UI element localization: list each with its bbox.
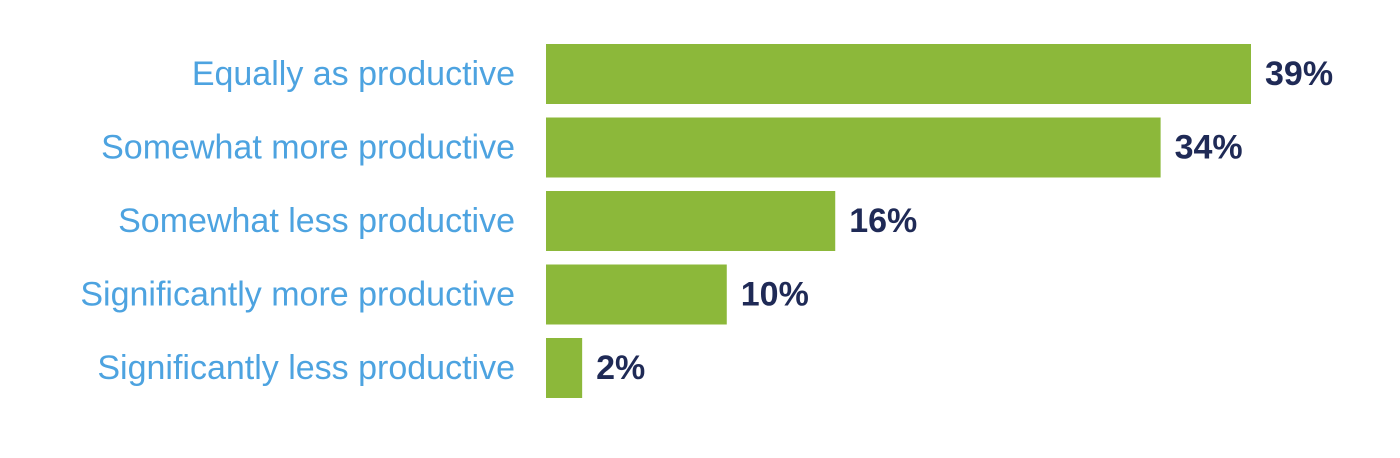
- value-label-2: 34%: [1175, 129, 1243, 167]
- value-label-4: 10%: [741, 276, 809, 314]
- value-labels-group: 39% 34% 16% 10% 2%: [596, 55, 1333, 387]
- category-label-3: Somewhat less productive: [118, 202, 515, 240]
- category-label-2: Somewhat more productive: [101, 129, 515, 167]
- bar-3: [546, 191, 836, 251]
- value-label-1: 39%: [1265, 55, 1333, 93]
- value-label-3: 16%: [849, 202, 917, 240]
- bar-4: [546, 264, 727, 325]
- bar-5: [546, 338, 583, 398]
- category-labels-group: Equally as productive Somewhat more produ…: [80, 55, 515, 387]
- category-label-5: Significantly less productive: [97, 349, 515, 387]
- bar-2: [546, 117, 1161, 178]
- bars-group: [546, 44, 1251, 398]
- category-label-4: Significantly more productive: [80, 276, 515, 314]
- bar-1: [546, 44, 1251, 104]
- value-label-5: 2%: [596, 349, 645, 387]
- category-label-1: Equally as productive: [192, 55, 515, 93]
